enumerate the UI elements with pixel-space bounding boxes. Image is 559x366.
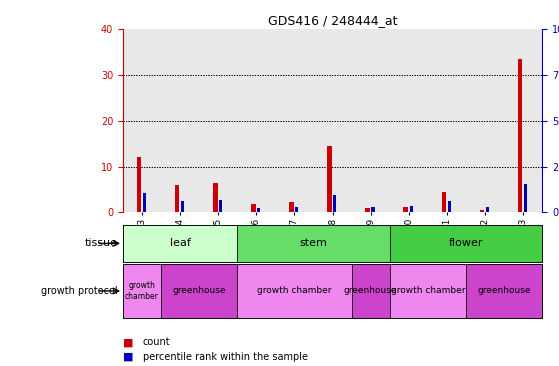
Bar bbox=[199, 29, 238, 212]
Bar bbox=[161, 264, 238, 318]
Bar bbox=[276, 29, 314, 212]
Bar bbox=[161, 29, 199, 212]
Bar bbox=[219, 201, 222, 212]
Bar bbox=[251, 204, 255, 212]
Bar bbox=[442, 192, 446, 212]
Bar bbox=[404, 207, 408, 212]
Bar bbox=[333, 195, 337, 212]
Bar bbox=[524, 184, 527, 212]
Bar bbox=[486, 207, 489, 212]
Bar bbox=[123, 225, 238, 262]
Bar bbox=[175, 185, 179, 212]
Bar bbox=[390, 225, 542, 262]
Bar bbox=[466, 264, 542, 318]
Bar bbox=[238, 29, 276, 212]
Text: count: count bbox=[143, 337, 170, 347]
Text: greenhouse: greenhouse bbox=[344, 287, 397, 295]
Bar bbox=[372, 207, 375, 212]
Bar bbox=[442, 192, 446, 212]
Bar bbox=[295, 207, 299, 212]
Title: GDS416 / 248444_at: GDS416 / 248444_at bbox=[268, 14, 397, 27]
Text: growth protocol: growth protocol bbox=[41, 286, 117, 296]
Bar bbox=[480, 210, 484, 212]
Bar bbox=[238, 264, 352, 318]
Bar bbox=[410, 206, 413, 212]
Bar bbox=[295, 207, 299, 212]
Bar bbox=[238, 225, 390, 262]
Bar bbox=[213, 183, 217, 212]
Bar bbox=[123, 29, 161, 212]
Text: growth
chamber: growth chamber bbox=[125, 281, 159, 301]
Bar bbox=[390, 29, 428, 212]
Text: greenhouse: greenhouse bbox=[477, 287, 531, 295]
Bar bbox=[123, 264, 161, 318]
Bar bbox=[327, 146, 332, 212]
Text: tissue: tissue bbox=[84, 238, 117, 249]
Bar bbox=[333, 195, 337, 212]
Bar bbox=[143, 193, 146, 212]
Bar bbox=[143, 193, 146, 212]
Bar bbox=[504, 29, 542, 212]
Bar bbox=[327, 146, 332, 212]
Bar bbox=[219, 201, 222, 212]
Bar bbox=[466, 29, 504, 212]
Bar bbox=[352, 29, 390, 212]
Bar bbox=[181, 201, 184, 212]
Bar bbox=[352, 264, 390, 318]
Bar bbox=[404, 207, 408, 212]
Bar bbox=[518, 59, 523, 212]
Bar bbox=[366, 208, 370, 212]
Bar bbox=[486, 207, 489, 212]
Text: growth chamber: growth chamber bbox=[391, 287, 465, 295]
Bar bbox=[518, 59, 523, 212]
Bar bbox=[289, 202, 293, 212]
Bar bbox=[289, 202, 293, 212]
Bar bbox=[524, 184, 527, 212]
Bar bbox=[181, 201, 184, 212]
Text: growth chamber: growth chamber bbox=[257, 287, 331, 295]
Bar bbox=[314, 29, 352, 212]
Text: flower: flower bbox=[449, 238, 483, 249]
Text: ■: ■ bbox=[123, 352, 134, 362]
Bar bbox=[428, 29, 466, 212]
Text: leaf: leaf bbox=[170, 238, 191, 249]
Bar bbox=[448, 201, 451, 212]
Bar bbox=[448, 201, 451, 212]
Bar bbox=[175, 185, 179, 212]
Bar bbox=[137, 157, 141, 212]
Bar bbox=[410, 206, 413, 212]
Bar bbox=[213, 183, 217, 212]
Bar bbox=[251, 204, 255, 212]
Bar bbox=[366, 208, 370, 212]
Bar bbox=[480, 210, 484, 212]
Text: percentile rank within the sample: percentile rank within the sample bbox=[143, 352, 307, 362]
Bar bbox=[390, 264, 466, 318]
Text: ■: ■ bbox=[123, 337, 134, 347]
Bar bbox=[137, 157, 141, 212]
Bar bbox=[257, 208, 260, 212]
Text: greenhouse: greenhouse bbox=[173, 287, 226, 295]
Bar bbox=[372, 207, 375, 212]
Text: stem: stem bbox=[300, 238, 328, 249]
Bar bbox=[257, 208, 260, 212]
